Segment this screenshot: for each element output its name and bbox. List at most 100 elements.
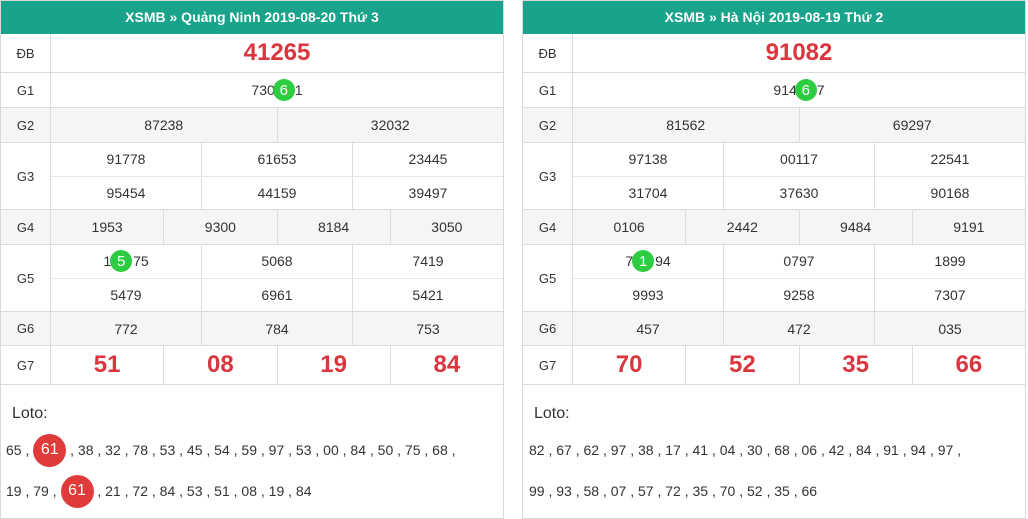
g3-number: 37630 — [723, 176, 874, 209]
loto-number-value: 84 — [350, 442, 366, 458]
loto-number-value: 82 — [529, 442, 545, 458]
row-special-prize: ĐB 41265 — [1, 34, 503, 73]
loto-title: Loto: — [12, 405, 48, 422]
loto-line-2: 99 , 93 , 58 , 07 , 57 , 72 , 35 , 70 , … — [523, 471, 1025, 511]
loto-separator: , — [599, 442, 611, 458]
loto-number-value: 97 — [610, 442, 627, 458]
loto-number: 84 — [296, 483, 312, 499]
loto-separator: , — [544, 442, 557, 458]
loto-number: 53 , — [187, 483, 214, 499]
loto-number: 19 , — [269, 483, 296, 499]
loto-separator: , — [229, 442, 242, 458]
g5-highlight-badge: 5 — [110, 250, 133, 273]
loto-number-value: 75 — [404, 442, 421, 458]
g7-number: 84 — [389, 346, 503, 384]
g3-number: 22541 — [874, 143, 1025, 176]
label-g1: G1 — [523, 73, 573, 107]
loto-number-value: 04 — [719, 442, 736, 458]
loto-line-1: 65 , 61 , 38 , 32 , 78 , 53 , 45 , 54 , … — [1, 429, 503, 471]
loto-separator: , — [653, 442, 666, 458]
g1-suffix: 1 — [294, 82, 303, 98]
loto-number-value: 93 — [556, 483, 572, 499]
loto-number-value: 45 — [186, 442, 203, 458]
label-g2: G2 — [1, 108, 51, 142]
loto-number: 35 , — [774, 483, 801, 499]
loto-number: 32 , — [105, 442, 132, 458]
loto-number-value: 99 — [529, 483, 545, 499]
loto-separator: , — [599, 483, 611, 499]
g1-number: 730 6 1 — [51, 73, 503, 107]
row-g6: G6 457 472 035 — [523, 312, 1025, 346]
special-prize-number: 41265 — [243, 39, 311, 66]
loto-number: 84 , — [856, 442, 883, 458]
loto-number-value: 59 — [241, 442, 257, 458]
loto-number: 50 , — [378, 442, 405, 458]
g1-prefix: 914 — [773, 82, 797, 98]
loto-number-value: 19 — [268, 483, 285, 499]
loto-number: 72 , — [665, 483, 692, 499]
g3-number: 00117 — [723, 143, 874, 176]
loto-number: 17 , — [665, 442, 692, 458]
loto-separator: , — [284, 442, 296, 458]
g7-number: 70 — [615, 351, 643, 378]
row-g3: G3 91778 61653 23445 95454 44159 39497 — [1, 143, 503, 210]
loto-number: 99 , — [529, 483, 556, 499]
g3-number: 95454 — [106, 184, 146, 201]
loto-number-value: 66 — [801, 483, 818, 499]
loto-number: 62 , — [584, 442, 611, 458]
g5-number: 5479 — [110, 286, 142, 303]
loto-number-value: 68 — [432, 442, 448, 458]
g4-number: 0106 — [613, 219, 645, 235]
loto-number: 97 , — [938, 442, 965, 458]
loto-number: 53 , — [296, 442, 323, 458]
panel-title[interactable]: XSMB » Quảng Ninh 2019-08-20 Thứ 3 — [1, 1, 503, 34]
g5-number: 5421 — [352, 278, 503, 311]
loto-separator: , — [393, 442, 405, 458]
loto-number: 70 , — [720, 483, 747, 499]
loto-number-value: 97 — [268, 442, 285, 458]
loto-number: 78 , — [132, 442, 159, 458]
loto-line-2: 19 , 79 , 61 , 21 , 72 , 84 , 53 , 51 , … — [1, 471, 503, 511]
g3-number: 23445 — [352, 143, 503, 176]
loto-number: 45 , — [187, 442, 214, 458]
g3-number: 31704 — [628, 184, 668, 201]
panel-title[interactable]: XSMB » Hà Nội 2019-08-19 Thứ 2 — [523, 1, 1025, 34]
loto-number-value: 08 — [241, 483, 257, 499]
loto-number-value: 84 — [159, 483, 176, 499]
loto-separator: , — [953, 442, 965, 458]
row-g5: G5 7 1 94 0797 1899 9993 9258 7307 — [523, 245, 1025, 312]
loto-separator: , — [66, 442, 78, 458]
g5-number: 7307 — [874, 278, 1025, 311]
loto-number-value: 57 — [638, 483, 654, 499]
g5-number: 5068 — [201, 245, 352, 278]
loto-number: 97 , — [611, 442, 638, 458]
g6-number: 753 — [352, 312, 503, 345]
loto-number-value: 38 — [638, 442, 654, 458]
loto-number: 51 , — [214, 483, 241, 499]
g6-number: 784 — [201, 312, 352, 345]
g2-number: 69297 — [798, 108, 1026, 142]
loto-separator: , — [762, 483, 775, 499]
loto-number-value: 32 — [105, 442, 121, 458]
loto-separator: , — [93, 442, 106, 458]
loto-separator: , — [447, 442, 460, 458]
g5-number: 6961 — [201, 278, 352, 311]
loto-number-value: 19 — [6, 483, 22, 499]
loto-number: 06 , — [802, 442, 829, 458]
label-g2: G2 — [523, 108, 573, 142]
g1-highlight-badge: 6 — [794, 79, 817, 101]
loto-number: 79 , — [33, 483, 60, 499]
loto-number: 61 , — [33, 433, 78, 467]
loto-number: 04 , — [720, 442, 747, 458]
g6-number: 472 — [723, 312, 874, 345]
label-db: ĐB — [523, 34, 573, 72]
loto-number-value: 62 — [583, 442, 600, 458]
label-g3: G3 — [1, 143, 51, 209]
loto-separator: , — [311, 442, 324, 458]
g4-number: 9191 — [911, 210, 1025, 244]
label-g4: G4 — [1, 210, 51, 244]
label-g1: G1 — [1, 73, 51, 107]
label-g5: G5 — [1, 245, 51, 311]
g3-number: 44159 — [201, 176, 352, 209]
loto-number: 58 , — [584, 483, 611, 499]
